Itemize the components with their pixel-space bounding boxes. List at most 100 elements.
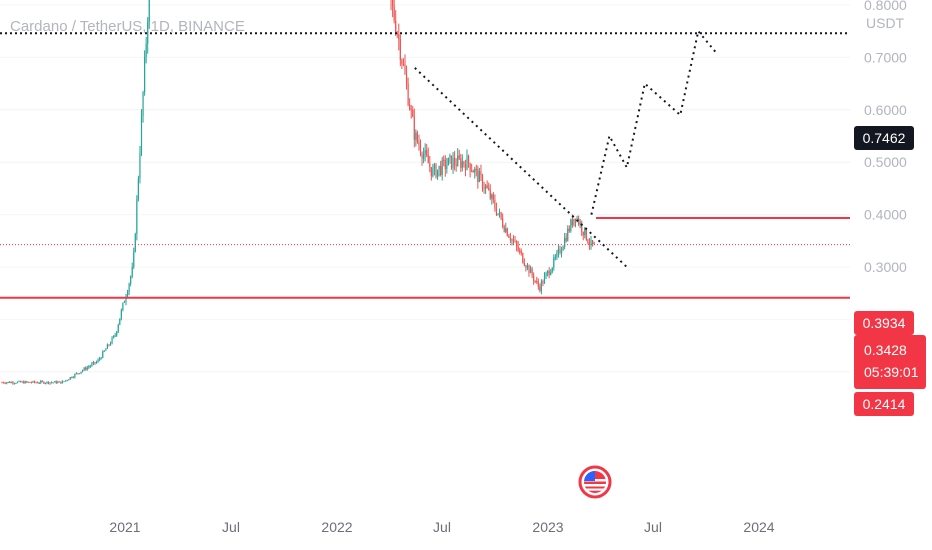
candle-body xyxy=(477,169,479,183)
time-tick-label: 2024 xyxy=(743,519,774,535)
time-axis[interactable]: 2021 Jul 2022 Jul 2023 Jul 2024 xyxy=(109,519,774,535)
candle-body xyxy=(436,169,439,178)
candle-body xyxy=(435,164,437,178)
candle-body xyxy=(548,270,550,275)
candle-body xyxy=(404,64,406,74)
candle-body xyxy=(441,159,443,175)
candle-body xyxy=(581,222,583,232)
candle-body xyxy=(44,382,46,384)
candle-body xyxy=(128,283,130,292)
price-tick-label: 0.3000 xyxy=(864,259,907,275)
candle-body xyxy=(557,249,560,253)
candle-body xyxy=(416,132,418,142)
candle-body xyxy=(534,280,536,282)
candle-body xyxy=(116,331,118,336)
candle-body xyxy=(514,241,516,243)
candle-body xyxy=(18,381,20,383)
candle-body xyxy=(588,243,591,245)
candle-body xyxy=(2,382,5,384)
candle-body xyxy=(520,250,522,254)
candle-body xyxy=(405,73,408,84)
candle-body xyxy=(512,239,515,242)
candle-body xyxy=(126,291,129,297)
candle-body xyxy=(536,281,538,283)
candle-body xyxy=(52,382,54,384)
candle-body xyxy=(140,115,143,154)
candle-body xyxy=(511,239,513,241)
candle-body xyxy=(399,39,401,60)
candle-body xyxy=(21,381,23,383)
candle-body xyxy=(16,381,19,384)
us-flag-event-icon[interactable] xyxy=(578,465,612,499)
candle-body xyxy=(106,344,108,349)
candle-body xyxy=(584,227,586,236)
candle-body xyxy=(454,157,456,165)
candle-body xyxy=(95,361,98,364)
candle-body xyxy=(392,0,394,6)
candle-body xyxy=(522,253,524,263)
candle-body xyxy=(464,164,467,170)
candle-body xyxy=(449,155,451,158)
candle-body xyxy=(554,257,556,259)
price-tick-label: 0.6000 xyxy=(864,102,907,118)
support-price-label: 0.2414 xyxy=(862,396,906,412)
candle-body xyxy=(86,367,88,370)
candle-body xyxy=(450,155,453,169)
candle-body xyxy=(71,377,73,379)
price-tick-label: 0.7000 xyxy=(864,49,907,65)
symbol-title[interactable]: Cardano / TetherUS, 1D, BINANCE xyxy=(10,18,245,35)
target-price-label: 0.7462 xyxy=(862,130,906,146)
candle-body xyxy=(421,153,423,159)
candle-body xyxy=(66,380,68,382)
candle-body xyxy=(458,155,460,159)
candle-body xyxy=(134,233,136,252)
candle-body xyxy=(556,252,558,258)
candle-body xyxy=(460,158,462,168)
candle-body xyxy=(10,382,12,384)
candle-body xyxy=(570,219,572,232)
candle-body xyxy=(402,63,405,65)
current-price-badge: 0.3428 05:39:01 xyxy=(854,335,926,389)
candle-body xyxy=(80,371,82,374)
candle-body xyxy=(472,171,474,173)
candle-body xyxy=(562,246,564,251)
candle-body xyxy=(452,157,454,169)
candle-body xyxy=(553,257,555,268)
price-tick-label: 0.5000 xyxy=(864,154,907,170)
candle-body xyxy=(412,109,414,117)
candle-body xyxy=(446,165,448,170)
candle-body xyxy=(540,281,542,291)
candle-body xyxy=(559,249,561,254)
candle-body xyxy=(117,324,119,332)
candle-body xyxy=(424,150,426,155)
candle-body xyxy=(83,367,85,371)
candle-body xyxy=(139,153,141,179)
candle-body xyxy=(478,171,480,183)
candle-body xyxy=(43,381,45,384)
candle-body xyxy=(99,358,101,360)
candle-body xyxy=(72,377,74,379)
time-tick-label: 2023 xyxy=(532,519,563,535)
candle-body xyxy=(494,199,496,209)
candle-body xyxy=(582,231,584,236)
candle-body xyxy=(113,335,115,338)
candle-body xyxy=(517,246,519,251)
candle-body xyxy=(433,164,436,169)
price-axis-unit: USDT xyxy=(866,15,905,31)
candle-body xyxy=(474,168,476,173)
projected-path[interactable] xyxy=(590,28,717,215)
candle-body xyxy=(75,373,77,375)
candle-body xyxy=(20,381,22,383)
resistance-price-label: 0.3934 xyxy=(862,315,906,331)
candle-body xyxy=(60,381,62,384)
candle-body xyxy=(123,301,126,303)
resistance-price-badge: 0.3934 xyxy=(854,311,914,335)
candle-body xyxy=(579,222,581,225)
candle-body xyxy=(68,379,70,381)
candle-body xyxy=(41,381,43,383)
candle-body xyxy=(551,267,553,273)
candle-body xyxy=(498,212,501,214)
trendline[interactable] xyxy=(414,67,628,268)
candle-body xyxy=(578,218,580,225)
